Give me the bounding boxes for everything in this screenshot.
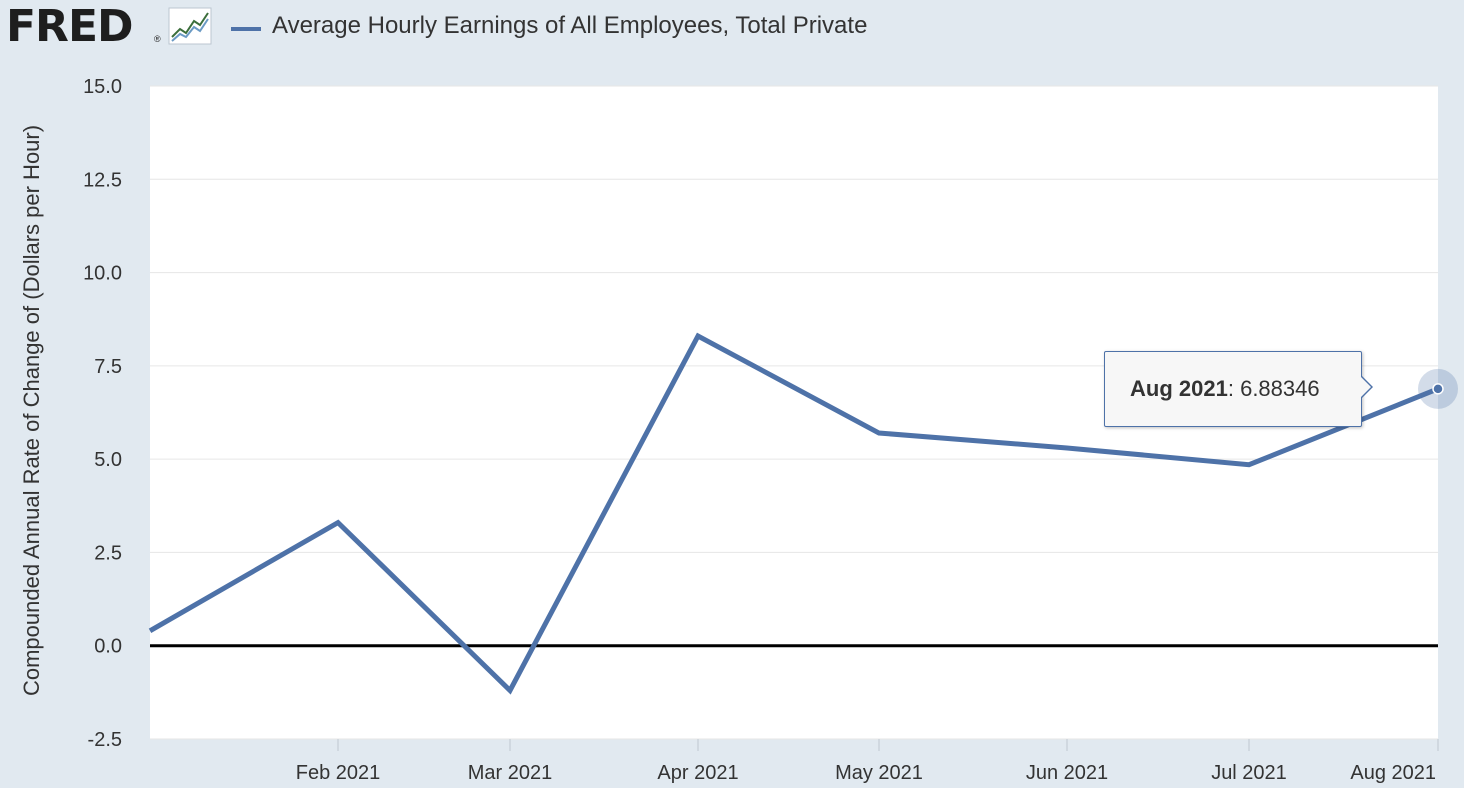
fred-logo[interactable]: FRED xyxy=(6,1,134,52)
series-line[interactable] xyxy=(148,332,1439,695)
tooltip-separator: : xyxy=(1227,376,1234,401)
legend-series-swatch xyxy=(231,27,261,31)
x-axis-ticks: Feb 2021 Mar 2021 Apr 2021 May 2021 Jun 2021… xyxy=(296,739,1439,784)
tooltip-pointer-fill xyxy=(1360,376,1371,398)
y-tick-label: 12.5 xyxy=(83,169,122,191)
tooltip-value: 6.88346 xyxy=(1240,376,1320,401)
x-tick-label: Aug 2021 xyxy=(1350,762,1436,784)
x-tick-label: Jun 2021 xyxy=(1026,762,1108,784)
series-layer xyxy=(148,332,1458,695)
gridlines xyxy=(150,85,1438,740)
x-tick-label: May 2021 xyxy=(835,762,923,784)
chart-header: FRED ® Average Hourly Earnings of All Em… xyxy=(0,0,1464,56)
y-axis-ticks: 15.0 12.5 10.0 7.5 5.0 2.5 0.0 -2.5 xyxy=(83,76,122,751)
y-tick-label: 2.5 xyxy=(94,542,122,564)
y-tick-label: -2.5 xyxy=(88,729,122,751)
y-tick-label: 0.0 xyxy=(94,636,122,658)
x-tick-label: Mar 2021 xyxy=(468,762,553,784)
x-tick-label: Jul 2021 xyxy=(1211,762,1287,784)
x-tick-label: Feb 2021 xyxy=(296,762,381,784)
y-tick-label: 5.0 xyxy=(94,449,122,471)
x-tick-label: Apr 2021 xyxy=(657,762,738,784)
hover-marker[interactable] xyxy=(1432,383,1444,395)
y-axis-title: Compounded Annual Rate of Change of (Dol… xyxy=(19,125,44,696)
y-tick-label: 7.5 xyxy=(94,356,122,378)
fred-graph-icon[interactable] xyxy=(168,7,212,45)
fred-logo-registered-mark: ® xyxy=(154,34,161,44)
data-tooltip: Aug 2021: 6.88346 xyxy=(1104,351,1362,427)
tooltip-date: Aug 2021 xyxy=(1130,376,1228,401)
y-tick-label: 15.0 xyxy=(83,76,122,98)
legend-series-label[interactable]: Average Hourly Earnings of All Employees… xyxy=(272,12,868,39)
tooltip-text: Aug 2021: 6.88346 xyxy=(1130,376,1320,402)
y-tick-label: 10.0 xyxy=(83,263,122,285)
